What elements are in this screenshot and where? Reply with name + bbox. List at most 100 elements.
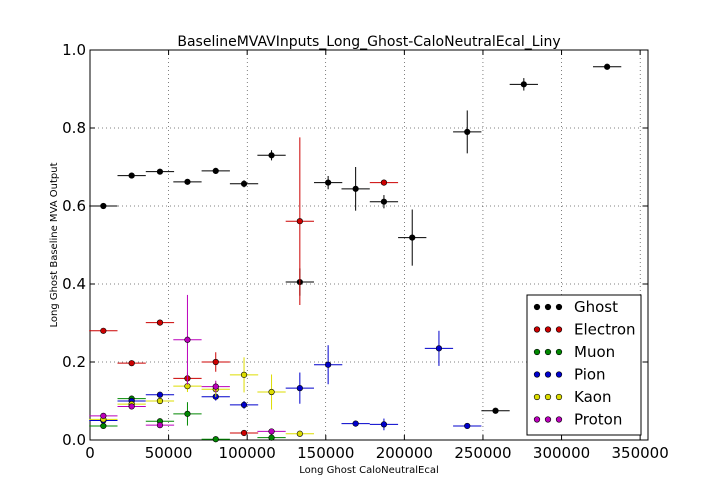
muon-point: [257, 434, 286, 441]
ghost-marker: [240, 180, 248, 187]
legend-marker-proton: [544, 416, 552, 423]
x-tick-label: 300000: [533, 444, 590, 462]
pion-marker: [352, 420, 359, 427]
ghost-point: [369, 195, 399, 209]
proton-marker: [184, 336, 191, 343]
kaon-marker: [268, 388, 275, 396]
legend-marker-muon: [555, 348, 563, 356]
electron-marker: [156, 319, 164, 326]
legend-label-proton: Proton: [574, 411, 622, 429]
legend-marker-kaon: [533, 393, 541, 401]
data-points: [89, 63, 622, 443]
muon-marker: [212, 436, 219, 443]
ghost-point: [313, 175, 343, 190]
legend-marker-pion: [533, 371, 541, 378]
muon-point: [89, 422, 118, 430]
ghost-marker: [520, 81, 527, 88]
legend-label-ghost: Ghost: [574, 298, 618, 316]
ghost-point: [173, 178, 202, 185]
x-tick-label: 100000: [219, 444, 276, 462]
legend-marker-ghost: [533, 303, 541, 311]
x-tick-label: 50000: [145, 444, 193, 462]
kaon-marker: [156, 397, 164, 405]
proton-point: [173, 294, 202, 385]
legend-marker-electron: [555, 326, 563, 333]
electron-marker: [296, 218, 303, 225]
ghost-point: [229, 180, 259, 188]
electron-marker: [240, 429, 248, 437]
proton-point: [145, 422, 175, 429]
kaon-point: [173, 380, 202, 393]
muon-marker: [184, 410, 191, 417]
pion-point: [285, 372, 314, 404]
proton-marker: [212, 383, 219, 390]
ghost-point: [145, 168, 175, 175]
legend-label-pion: Pion: [574, 366, 606, 384]
y-tick-label: 0.6: [62, 197, 86, 215]
legend-label-kaon: Kaon: [574, 388, 611, 406]
legend-marker-pion: [544, 371, 552, 378]
ghost-marker: [352, 185, 359, 192]
grid: [90, 50, 648, 440]
muon-marker: [268, 434, 275, 441]
pion-marker: [156, 391, 164, 398]
kaon-marker: [240, 371, 248, 378]
pion-marker: [435, 345, 443, 352]
pion-marker: [464, 422, 471, 430]
kaon-point: [145, 397, 175, 405]
ghost-point: [89, 202, 118, 210]
y-axis-label: Long Ghost Baseline MVA Output: [49, 162, 60, 327]
pion-point: [341, 420, 370, 427]
pion-point: [369, 418, 399, 431]
legend-marker-ghost: [544, 303, 552, 311]
legend-label-muon: Muon: [574, 343, 615, 361]
electron-marker: [212, 358, 219, 366]
proton-point: [117, 403, 146, 410]
ghost-point: [509, 78, 538, 91]
proton-marker: [128, 403, 135, 410]
legend-marker-muon: [544, 348, 552, 356]
pion-point: [145, 391, 175, 398]
electron-marker: [100, 327, 107, 334]
legend-marker-pion: [555, 371, 563, 378]
legend-marker-kaon: [555, 393, 563, 401]
pion-marker: [296, 385, 303, 392]
electron-marker: [128, 360, 135, 367]
ghost-marker: [492, 407, 499, 414]
electron-point: [229, 429, 259, 437]
y-tick-label: 0.4: [62, 275, 86, 293]
ghost-point: [117, 172, 146, 179]
ghost-marker: [409, 234, 416, 241]
proton-marker: [100, 412, 107, 419]
legend-box: [526, 294, 642, 436]
muon-point: [201, 436, 230, 443]
ghost-marker: [380, 198, 388, 205]
electron-point: [117, 360, 146, 367]
proton-point: [89, 412, 118, 419]
ghost-marker: [156, 168, 164, 175]
kaon-point: [285, 430, 314, 437]
pion-marker: [325, 361, 332, 368]
ghost-point: [398, 209, 427, 266]
legend-marker-muon: [533, 348, 541, 356]
kaon-point: [229, 357, 259, 393]
y-tick-label: 0.2: [62, 353, 86, 371]
pion-point: [424, 330, 454, 366]
ghost-point: [592, 63, 622, 70]
x-tick-label: 250000: [454, 444, 511, 462]
ghost-marker: [268, 152, 275, 159]
legend-marker-proton: [533, 416, 541, 423]
ghost-marker: [212, 167, 219, 174]
ghost-point: [201, 167, 230, 174]
x-tick-label: 0: [85, 444, 95, 462]
electron-point: [89, 327, 118, 334]
proton-marker: [156, 422, 164, 429]
kaon-point: [257, 374, 286, 410]
pion-point: [229, 401, 259, 409]
ghost-marker: [184, 178, 191, 185]
x-tick-label: 200000: [376, 444, 433, 462]
proton-point: [257, 428, 286, 435]
ghost-marker: [100, 202, 107, 210]
ghost-point: [481, 407, 510, 414]
